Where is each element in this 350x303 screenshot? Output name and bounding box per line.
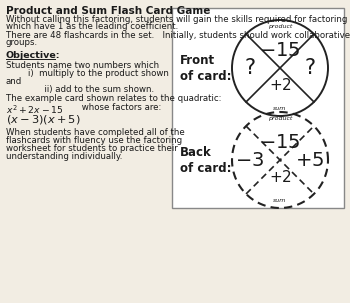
- Text: Students name two numbers which: Students name two numbers which: [6, 61, 159, 70]
- Bar: [172, 8, 344, 208]
- Text: $+2$: $+2$: [268, 169, 292, 185]
- Text: of card:: of card:: [180, 161, 231, 175]
- Text: When students have completed all of the: When students have completed all of the: [6, 128, 185, 137]
- Text: whose factors are:: whose factors are:: [68, 103, 161, 112]
- Text: flashcards with fluency use the factoring: flashcards with fluency use the factorin…: [6, 136, 182, 145]
- Text: $+5$: $+5$: [295, 151, 324, 169]
- Text: of card:: of card:: [180, 69, 231, 82]
- Text: $-15$: $-15$: [259, 42, 301, 61]
- Text: groups.: groups.: [6, 38, 38, 47]
- Text: $x^2 + 2x - 15$: $x^2 + 2x - 15$: [6, 103, 63, 116]
- Text: $(x-3)(x+5)$: $(x-3)(x+5)$: [6, 113, 81, 126]
- Text: $-3$: $-3$: [236, 151, 265, 169]
- Text: There are 48 flashcards in the set.   Initially, students should work collaborat: There are 48 flashcards in the set. Init…: [6, 31, 350, 40]
- Text: Without calling this factoring, students will gain the skills required for facto: Without calling this factoring, students…: [6, 15, 350, 24]
- Text: which have 1 as the leading coefficient.: which have 1 as the leading coefficient.: [6, 22, 178, 31]
- Text: ?: ?: [244, 58, 256, 78]
- Text: product: product: [268, 24, 292, 29]
- Text: Front: Front: [180, 54, 215, 66]
- Text: The example card shown relates to the quadratic:: The example card shown relates to the qu…: [6, 94, 222, 103]
- Text: Product and Sum Flash Card Game: Product and Sum Flash Card Game: [6, 6, 210, 16]
- Text: and: and: [6, 77, 22, 86]
- Text: $+2$: $+2$: [268, 77, 292, 93]
- Text: Objective:: Objective:: [6, 51, 61, 60]
- Text: ii) add to the sum shown.: ii) add to the sum shown.: [6, 85, 154, 94]
- Text: Back: Back: [180, 145, 212, 158]
- Text: ?: ?: [304, 58, 316, 78]
- Text: understanding individually.: understanding individually.: [6, 152, 122, 161]
- Text: sum: sum: [273, 106, 287, 111]
- Text: i)  multiply to the product shown: i) multiply to the product shown: [6, 69, 169, 78]
- Text: $-15$: $-15$: [259, 134, 301, 152]
- Text: worksheet for students to practice their: worksheet for students to practice their: [6, 144, 178, 153]
- Text: product: product: [268, 116, 292, 121]
- Text: sum: sum: [273, 198, 287, 203]
